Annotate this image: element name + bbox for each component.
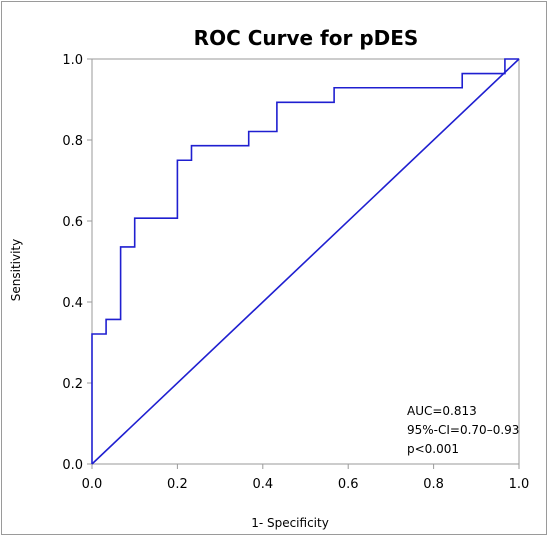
p-value-annotation: p<0.001 — [407, 442, 459, 456]
ci-annotation: 95%-CI=0.70–0.93 — [407, 423, 519, 437]
x-tick-label: 0.8 — [423, 477, 444, 492]
y-tick-label: 0.8 — [62, 134, 83, 149]
y-tick-label: 0.6 — [62, 215, 83, 230]
x-tick-label: 0.0 — [82, 477, 103, 492]
auc-annotation: AUC=0.813 — [407, 404, 477, 418]
reference-diagonal-line — [91, 58, 520, 465]
plot-area — [91, 58, 520, 465]
x-tick-label: 0.4 — [252, 477, 273, 492]
chart-title: ROC Curve for pDES — [194, 26, 419, 50]
y-tick-label: 0.4 — [62, 296, 83, 311]
y-tick-label: 1.0 — [62, 53, 83, 68]
x-tick-label: 1.0 — [509, 477, 530, 492]
roc-curve-line — [91, 58, 519, 464]
x-tick-label: 0.2 — [167, 477, 188, 492]
x-axis-label: 1- Specificity — [251, 516, 329, 530]
y-tick-label: 0.2 — [62, 377, 83, 392]
x-tick-label: 0.6 — [338, 477, 359, 492]
y-tick-label: 0.0 — [62, 458, 83, 473]
y-axis-label: Sensitivity — [9, 239, 23, 301]
